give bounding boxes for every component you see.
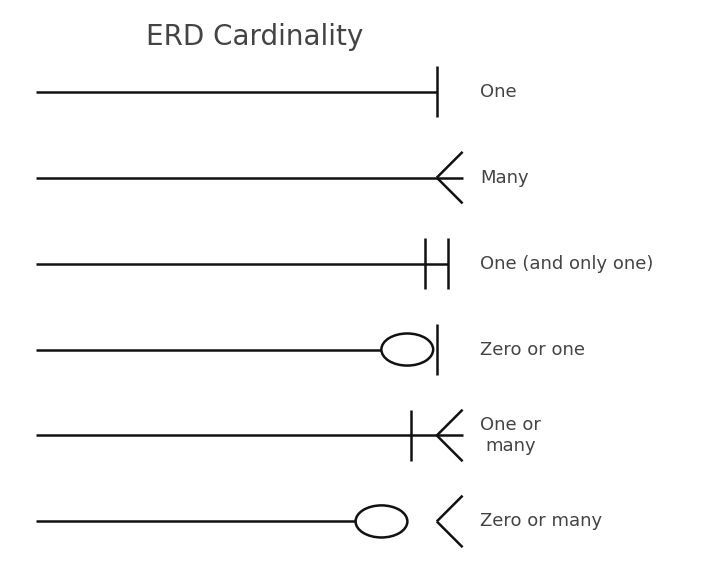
Text: One: One <box>480 83 517 101</box>
Text: Zero or many: Zero or many <box>480 512 603 531</box>
Text: One or
many: One or many <box>480 416 542 455</box>
Text: Many: Many <box>480 168 529 187</box>
Text: One (and only one): One (and only one) <box>480 254 654 273</box>
Text: ERD Cardinality: ERD Cardinality <box>146 23 363 51</box>
Text: Zero or one: Zero or one <box>480 340 585 359</box>
